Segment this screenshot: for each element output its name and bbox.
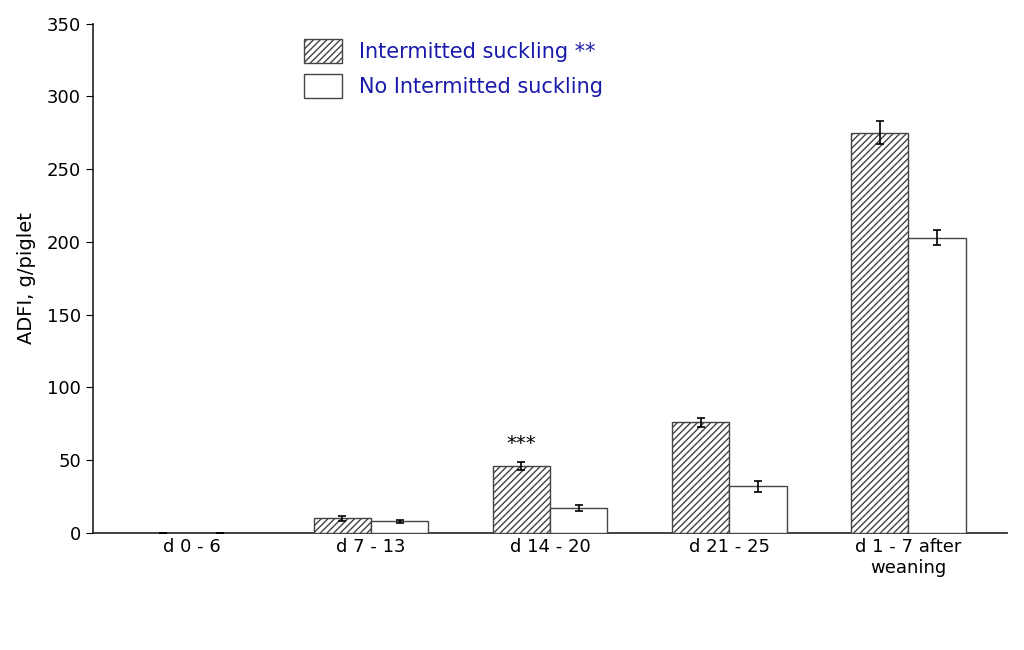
Bar bbox=[729, 486, 786, 533]
Bar bbox=[851, 133, 908, 533]
Bar bbox=[672, 422, 729, 533]
Bar bbox=[313, 519, 371, 533]
Bar bbox=[493, 466, 550, 533]
Bar bbox=[908, 238, 966, 533]
Bar bbox=[550, 508, 607, 533]
Legend: Intermitted suckling **, No Intermitted suckling: Intermitted suckling **, No Intermitted … bbox=[304, 39, 602, 98]
Y-axis label: ADFI, g/piglet: ADFI, g/piglet bbox=[16, 213, 36, 344]
Bar bbox=[371, 521, 428, 533]
Text: ***: *** bbox=[507, 434, 537, 453]
